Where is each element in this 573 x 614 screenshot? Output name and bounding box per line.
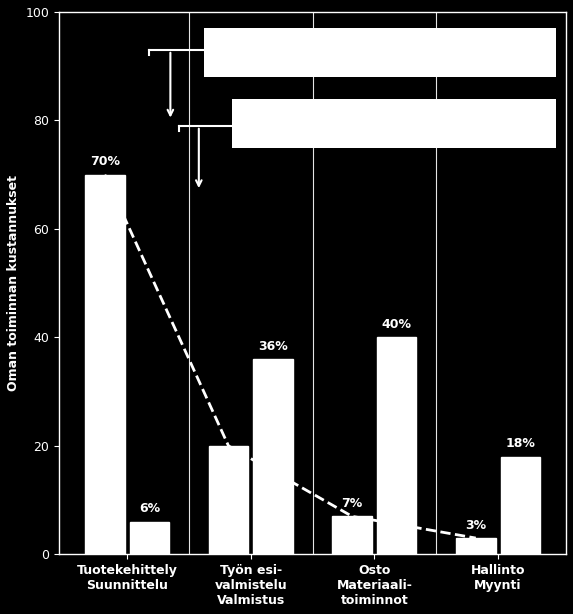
Text: 70%: 70% xyxy=(90,155,120,168)
Bar xyxy=(129,522,169,554)
Bar xyxy=(332,516,372,554)
Text: 3%: 3% xyxy=(465,519,486,532)
Text: 18%: 18% xyxy=(505,437,535,450)
Text: 40%: 40% xyxy=(382,318,411,331)
Text: 6%: 6% xyxy=(139,502,160,515)
Bar xyxy=(253,359,293,554)
Bar xyxy=(85,174,125,554)
Y-axis label: Oman toiminnan kustannukset: Oman toiminnan kustannukset xyxy=(7,175,20,391)
Text: 7%: 7% xyxy=(342,497,363,510)
Bar xyxy=(377,337,417,554)
Bar xyxy=(204,28,556,77)
Bar xyxy=(209,446,248,554)
Bar xyxy=(456,538,496,554)
Text: 36%: 36% xyxy=(258,340,288,352)
Bar xyxy=(232,99,556,147)
Bar xyxy=(501,457,540,554)
